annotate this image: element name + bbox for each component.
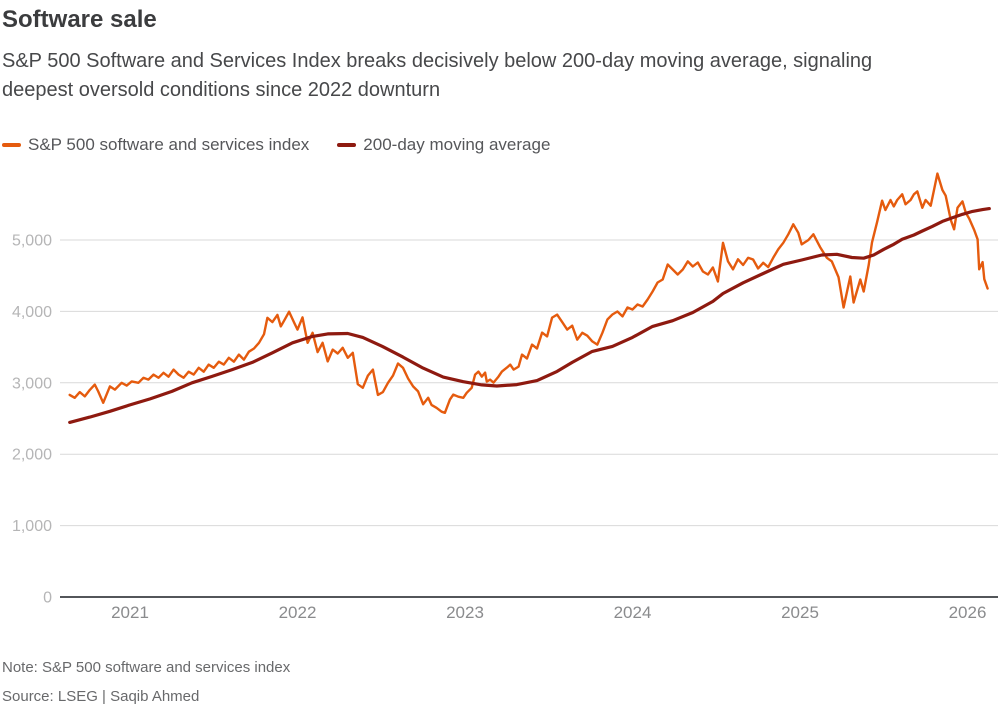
series-line-moving-average — [68, 206, 991, 424]
y-tick-label: 3,000 — [12, 375, 52, 392]
y-tick-label: 2,000 — [12, 446, 52, 463]
legend-swatch-index — [2, 142, 21, 147]
legend-item-index: S&P 500 software and services index — [2, 135, 309, 155]
legend-item-moving-average: 200-day moving average — [337, 135, 550, 155]
series-line-index — [68, 172, 989, 414]
legend-label-index: S&P 500 software and services index — [28, 134, 310, 154]
x-tick-label: 2022 — [279, 603, 317, 622]
x-tick-label: 2021 — [111, 603, 149, 622]
y-tick-label: 5,000 — [12, 232, 52, 249]
chart-source: Source: LSEG | Saqib Ahmed — [2, 687, 200, 705]
y-tick-label: 0 — [43, 589, 52, 606]
x-tick-label: 2024 — [614, 603, 652, 622]
legend: S&P 500 software and services index 200-… — [2, 135, 998, 155]
x-tick-label: 2023 — [446, 603, 484, 622]
page-title: Software sale — [2, 6, 157, 33]
y-tick-label: 1,000 — [12, 518, 52, 535]
legend-label-moving-average: 200-day moving average — [363, 134, 551, 154]
chart-note: Note: S&P 500 software and services inde… — [2, 658, 291, 676]
y-tick-label: 4,000 — [12, 304, 52, 321]
x-tick-label: 2026 — [949, 603, 987, 622]
chart-subtitle: S&P 500 Software and Services Index brea… — [2, 49, 873, 101]
legend-swatch-moving-average — [337, 142, 357, 147]
x-tick-label: 2025 — [781, 603, 819, 622]
line-chart: 0 1,000 2,000 3,000 4,000 5,000 2021 2022 2023 20… — [12, 172, 998, 622]
